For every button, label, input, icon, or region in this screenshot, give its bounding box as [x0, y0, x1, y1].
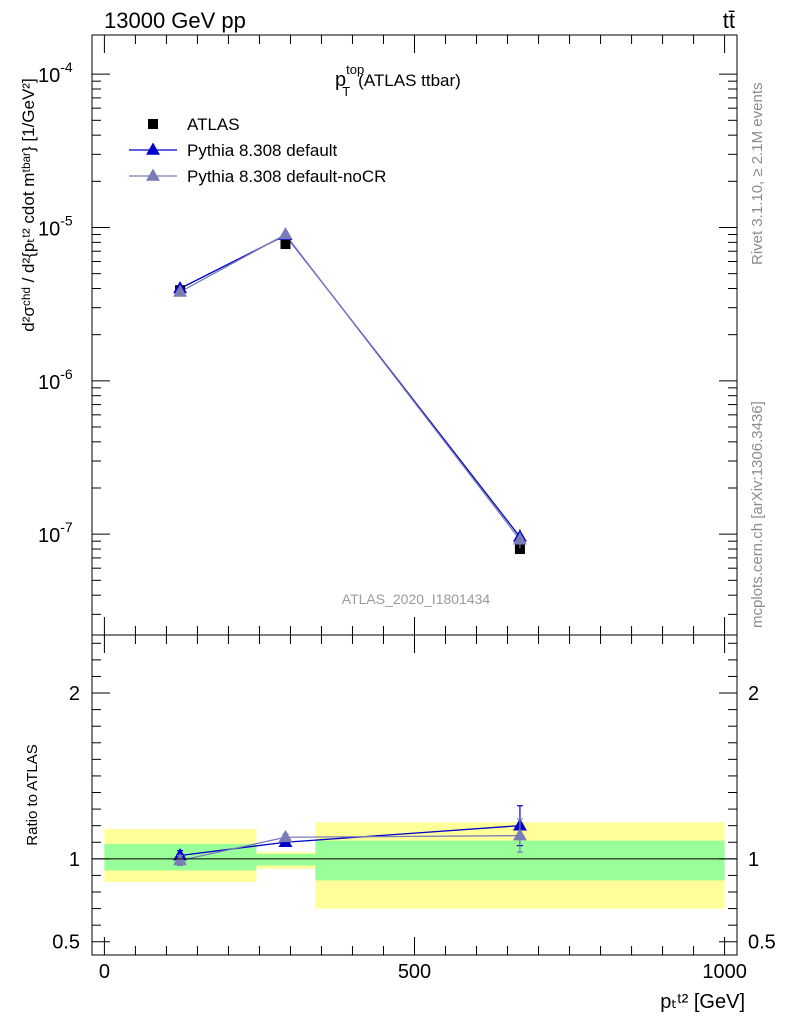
main-plot-title: ptop T (ATLAS ttbar) — [335, 62, 461, 99]
x-axis-label: pₜᵗ² [GeV] — [660, 991, 745, 1013]
y-tick-label-right: 1 — [748, 849, 759, 871]
data-point — [514, 544, 525, 555]
ratio-point — [512, 828, 527, 841]
ratio-data-layer — [173, 805, 527, 867]
stat-uncertainty-band — [256, 853, 316, 866]
legend-entry-label: Pythia 8.308 default — [187, 141, 338, 160]
mc-point — [278, 227, 293, 240]
rivet-version-label: Rivet 3.1.10, ≥ 2.1M events — [749, 83, 766, 266]
y-tick-label: 10-5 — [38, 212, 73, 240]
title-subscript: T — [342, 84, 350, 99]
ratio-uncertainty-bands — [104, 822, 725, 909]
legend-entry-label: ATLAS — [187, 115, 240, 134]
main-data-layer — [173, 227, 527, 555]
legend-marker — [146, 168, 160, 181]
x-tick-label: 500 — [398, 961, 431, 983]
y-tick-label: 10-7 — [38, 519, 73, 547]
ratio-point — [278, 829, 293, 843]
mc-point — [512, 532, 527, 545]
ratio-axis-ticks: 0.5 0.5 1 1 2 2 0 500 1000 — [52, 635, 776, 983]
energy-label: 13000 GeV pp — [104, 8, 246, 33]
ratio-y-axis-label: Ratio to ATLAS — [24, 744, 41, 845]
series-line — [179, 234, 521, 538]
y-tick-label: 10-6 — [38, 366, 73, 394]
y-tick-label: 2 — [69, 683, 80, 705]
title-suffix: (ATLAS ttbar) — [358, 71, 461, 90]
main-plot-panel: 10-7 10-6 10-5 10-4 ptop T (ATLAS ttbar) ATLA… — [19, 34, 738, 636]
analysis-label: ATLAS_2020_I1801434 — [342, 591, 491, 607]
main-axis-ticks: 10-7 10-6 10-5 10-4 — [38, 35, 737, 635]
x-tick-label: 1000 — [702, 961, 747, 983]
y-tick-label: 10-4 — [38, 59, 73, 87]
data-point — [280, 239, 291, 250]
main-y-axis-label: d²σᶜʰᵈ / d²{pₜᵗ² cdot mᵗᵇᵃʳ} [1/GeV²] — [19, 78, 38, 331]
mcplots-label: mcplots.cern.ch [arXiv:1306.3436] — [749, 401, 766, 628]
title-superscript: top — [346, 62, 364, 77]
series-line — [179, 233, 521, 541]
y-tick-label-right: 0.5 — [748, 932, 776, 954]
legend-marker-atlas — [148, 119, 158, 129]
legend: ATLAS Pythia 8.308 default Pythia 8.308 de… — [129, 115, 386, 186]
legend-entry-label: Pythia 8.308 default-noCR — [187, 167, 386, 186]
y-tick-label: 1 — [69, 849, 80, 871]
y-tick-label-right: 2 — [748, 683, 759, 705]
ratio-plot-panel: 0.5 0.5 1 1 2 2 0 500 1000 Ratio to ATLAS pₜᵗ² [… — [24, 634, 776, 1013]
x-tick-label: 0 — [99, 961, 110, 983]
process-label: tt̄ — [723, 8, 735, 33]
y-tick-label: 0.5 — [52, 932, 80, 954]
legend-marker — [146, 142, 160, 155]
title-main: p — [335, 69, 346, 91]
mc-point — [173, 284, 188, 297]
